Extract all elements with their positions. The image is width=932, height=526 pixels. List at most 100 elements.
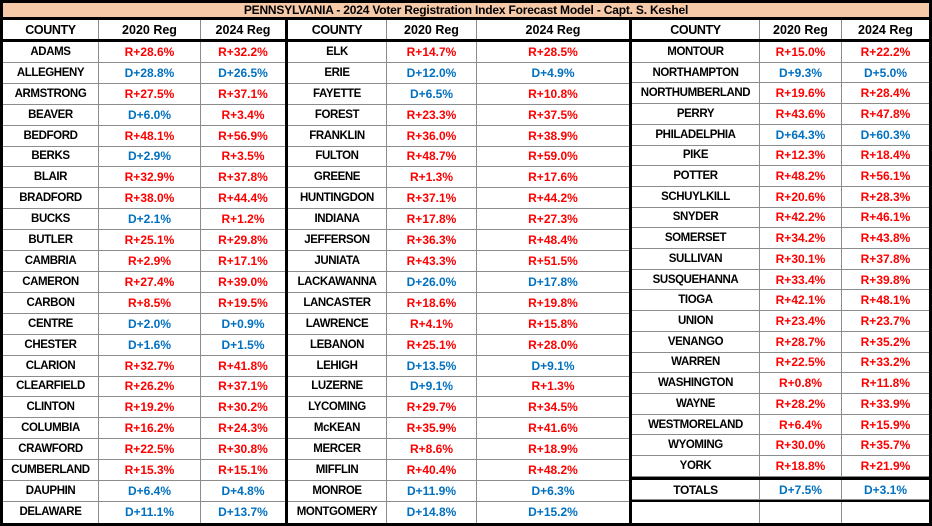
reg-2020-cell: R+23.4%	[760, 311, 842, 332]
reg-2020-cell: R+8.6%	[387, 439, 477, 461]
header-row: COUNTY 2020 Reg 2024 Reg	[288, 20, 629, 42]
county-cell: MONROE	[288, 481, 387, 502]
table-row: NORTHUMBERLAND R+19.6% R+28.4%	[632, 83, 929, 105]
county-cell: PHILADELPHIA	[632, 124, 760, 146]
county-cell: ERIE	[288, 62, 387, 84]
table-row: PHILADELPHIA D+64.3% D+60.3%	[632, 124, 929, 146]
reg-2020-cell: R+25.1%	[99, 230, 201, 252]
county-cell: DAUPHIN	[3, 481, 99, 502]
reg-2024-cell: R+48.2%	[477, 460, 629, 482]
header-county: COUNTY	[3, 20, 99, 39]
county-cell: NORTHUMBERLAND	[632, 83, 760, 105]
county-cell: DELAWARE	[3, 501, 99, 523]
table-row: LEBANON R+25.1% R+28.0%	[288, 334, 629, 356]
reg-2024-cell: R+39.8%	[842, 270, 929, 291]
table-row: LEHIGH D+13.5% D+9.1%	[288, 355, 629, 377]
table-row: CRAWFORD R+22.5% R+30.8%	[3, 439, 285, 461]
county-cell: CLARION	[3, 355, 99, 377]
county-cell: YORK	[632, 456, 760, 477]
header-2020-reg: 2020 Reg	[99, 20, 201, 39]
reg-2020-cell: R+22.5%	[99, 439, 201, 461]
table-row: LANCASTER R+18.6% R+19.8%	[288, 292, 629, 314]
table-row: ERIE D+12.0% D+4.9%	[288, 62, 629, 84]
reg-2020-cell: R+15.0%	[760, 42, 842, 63]
header-row: COUNTY 2020 Reg 2024 Reg	[3, 20, 285, 42]
county-cell: SCHUYLKILL	[632, 186, 760, 208]
reg-2020-cell: R+25.1%	[387, 334, 477, 356]
county-group-2: COUNTY 2020 Reg 2024 Reg ELK R+14.7% R+28.…	[288, 20, 632, 523]
table-row: VENANGO R+28.7% R+35.2%	[632, 331, 929, 353]
reg-2020-cell: R+36.3%	[387, 230, 477, 252]
reg-2020-cell: D+11.9%	[387, 481, 477, 502]
county-cell: INDIANA	[288, 209, 387, 231]
county-cell: CAMERON	[3, 271, 99, 293]
reg-2024-cell: R+19.5%	[201, 293, 285, 314]
county-cell: BEDFORD	[3, 125, 99, 147]
reg-2020-cell: R+29.7%	[387, 397, 477, 419]
header-2024-reg: 2024 Reg	[858, 22, 913, 37]
reg-2024-cell: D+4.9%	[477, 63, 629, 84]
reg-2024-cell: R+28.0%	[477, 335, 629, 356]
county-cell: WARREN	[632, 352, 760, 374]
table-row: DELAWARE D+11.1% D+13.7%	[3, 501, 285, 523]
reg-2024-cell: D+60.3%	[842, 125, 929, 146]
reg-2024-cell: R+10.8%	[477, 84, 629, 105]
totals-row: TOTALS D+7.5% D+3.1%	[632, 476, 929, 503]
county-cell: MIFFLIN	[288, 460, 387, 482]
table-row: ADAMS R+28.6% R+32.2%	[3, 42, 285, 63]
county-cell: LYCOMING	[288, 397, 387, 419]
reg-2020-cell: R+0.8%	[760, 373, 842, 394]
county-cell: MONTOUR	[632, 42, 760, 63]
county-cell: PIKE	[632, 145, 760, 167]
county-cell: WYOMING	[632, 435, 760, 457]
table-row: SNYDER R+42.2% R+46.1%	[632, 207, 929, 229]
table-row: MIFFLIN R+40.4% R+48.2%	[288, 460, 629, 482]
table-row: PERRY R+43.6% R+47.8%	[632, 104, 929, 125]
reg-2020-cell: D+28.8%	[99, 62, 201, 84]
reg-2024-cell: R+37.1%	[201, 84, 285, 105]
reg-2020-cell: R+14.7%	[387, 42, 477, 63]
reg-2024-cell: D+5.0%	[842, 63, 929, 84]
empty-cell	[842, 502, 929, 523]
reg-2020-cell: D+9.3%	[760, 62, 842, 84]
table-row: PIKE R+12.3% R+18.4%	[632, 145, 929, 167]
table-row: JUNIATA R+43.3% R+51.5%	[288, 251, 629, 272]
table-row: FULTON R+48.7% R+59.0%	[288, 146, 629, 168]
county-cell: SOMERSET	[632, 228, 760, 250]
county-cell: FOREST	[288, 104, 387, 126]
reg-2020-cell: D+13.5%	[387, 355, 477, 377]
reg-2024-cell: R+44.4%	[201, 188, 285, 210]
table-row: CENTRE D+2.0% D+0.9%	[3, 313, 285, 335]
county-cell: LEBANON	[288, 334, 387, 356]
reg-2024-cell: R+24.3%	[201, 418, 285, 440]
reg-2024-cell: R+33.2%	[842, 353, 929, 374]
reg-2024-cell: R+37.1%	[201, 377, 285, 398]
table-row: CUMBERLAND R+15.3% R+15.1%	[3, 460, 285, 482]
reg-2024-cell: R+29.8%	[201, 230, 285, 252]
reg-2020-cell: D+12.0%	[387, 62, 477, 84]
reg-2020-cell: R+42.1%	[760, 290, 842, 312]
reg-2024-cell: R+59.0%	[477, 147, 629, 168]
reg-2020-cell: R+40.4%	[387, 460, 477, 482]
county-cell: PERRY	[632, 104, 760, 125]
reg-2020-cell: R+48.7%	[387, 146, 477, 168]
reg-2024-cell: D+6.3%	[477, 481, 629, 502]
reg-2020-cell: R+18.6%	[387, 292, 477, 314]
county-cell: FULTON	[288, 146, 387, 168]
reg-2024-cell: R+28.3%	[842, 187, 929, 208]
reg-2020-cell: R+34.2%	[760, 228, 842, 250]
reg-2020-cell: R+32.7%	[99, 355, 201, 377]
reg-2024-cell: R+22.2%	[842, 42, 929, 63]
table-groups: COUNTY 2020 Reg 2024 Reg ADAMS R+28.6% R+3…	[3, 20, 929, 524]
county-cell: SNYDER	[632, 207, 760, 229]
totals-2020-cell: D+7.5%	[760, 479, 842, 501]
reg-2024-cell: R+21.9%	[842, 456, 929, 477]
county-cell: BEAVER	[3, 104, 99, 126]
county-cell: ALLEGHENY	[3, 62, 99, 84]
reg-2024-cell: R+44.2%	[477, 188, 629, 210]
county-cell: CUMBERLAND	[3, 460, 99, 482]
reg-2024-cell: R+39.0%	[201, 272, 285, 293]
reg-2020-cell: R+17.8%	[387, 209, 477, 231]
reg-2020-cell: R+28.2%	[760, 393, 842, 415]
